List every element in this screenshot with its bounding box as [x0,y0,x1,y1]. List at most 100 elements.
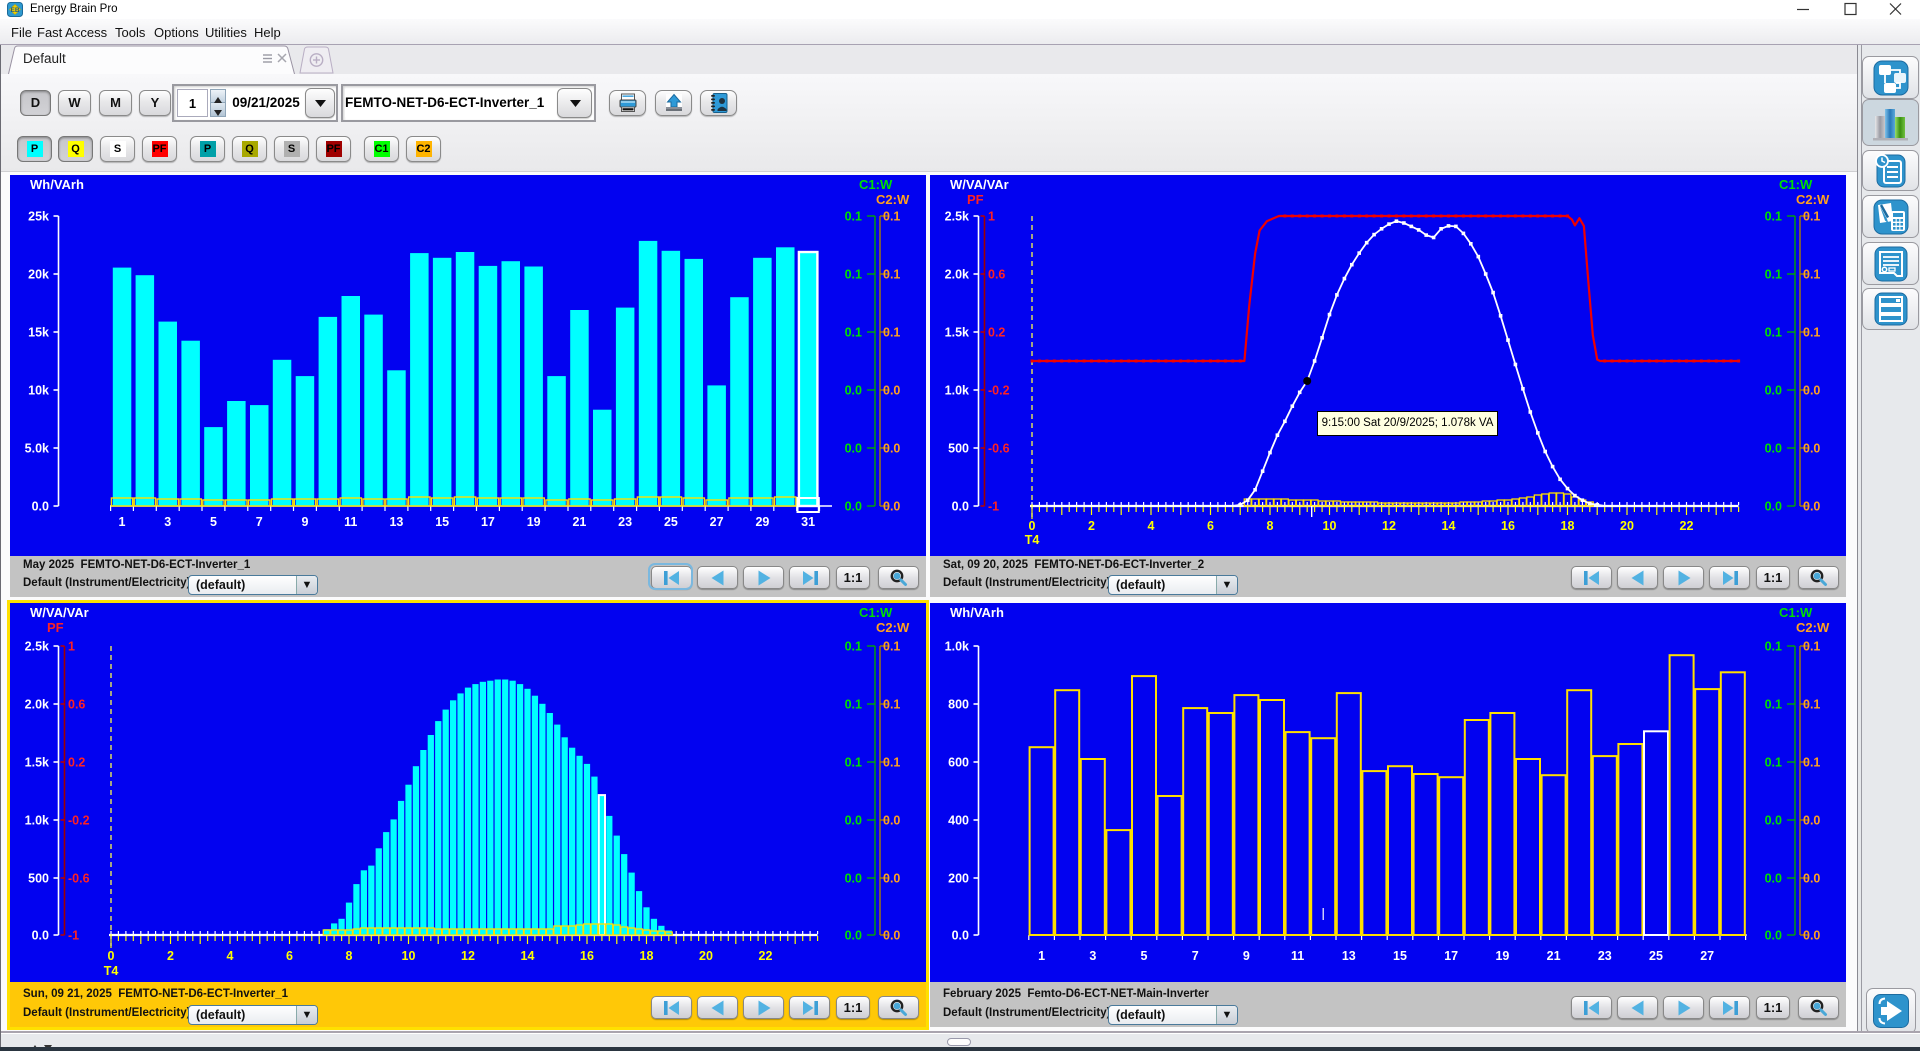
svg-text:17: 17 [481,515,495,529]
svg-text:11: 11 [344,515,357,529]
svg-text:0.1: 0.1 [883,326,900,340]
svg-text:1: 1 [119,515,126,529]
svg-text:C2:W: C2:W [876,192,910,207]
svg-text:0.0: 0.0 [1803,814,1820,828]
svg-text:0.0: 0.0 [1803,442,1820,456]
svg-text:0.0: 0.0 [845,500,862,514]
svg-text:0.0: 0.0 [1765,929,1782,943]
svg-text:25: 25 [664,515,678,529]
svg-text:1.5k: 1.5k [945,326,969,340]
svg-text:5: 5 [210,515,217,529]
svg-text:10k: 10k [28,384,49,398]
svg-text:0.0: 0.0 [1803,872,1820,886]
svg-text:10: 10 [402,949,416,963]
svg-text:C1:W: C1:W [859,177,893,192]
svg-text:600: 600 [948,756,969,770]
svg-text:T4: T4 [1025,533,1040,547]
svg-text:14: 14 [1442,519,1456,533]
svg-text:14: 14 [521,949,535,963]
svg-text:20: 20 [699,949,713,963]
svg-text:0.1: 0.1 [1765,210,1782,224]
svg-text:0.0: 0.0 [32,929,49,943]
svg-text:0.6: 0.6 [68,698,85,712]
svg-text:W/VA/VAr: W/VA/VAr [950,177,1009,192]
svg-text:-0.6: -0.6 [68,872,90,886]
svg-text:0.6: 0.6 [988,268,1005,282]
svg-text:19: 19 [527,515,541,529]
svg-text:1.0k: 1.0k [945,384,969,398]
svg-text:C2:W: C2:W [1796,192,1830,207]
svg-text:15k: 15k [28,326,49,340]
svg-text:0.0: 0.0 [1765,872,1782,886]
svg-text:8: 8 [346,949,353,963]
svg-text:16: 16 [1501,519,1515,533]
svg-text:0.1: 0.1 [1765,640,1782,654]
svg-text:C1:W: C1:W [1779,605,1813,620]
svg-text:4: 4 [1148,519,1155,533]
svg-text:0.1: 0.1 [883,756,900,770]
svg-text:0.1: 0.1 [845,698,862,712]
svg-text:17: 17 [1444,949,1458,963]
svg-text:6: 6 [1207,519,1214,533]
svg-text:13: 13 [1342,949,1356,963]
svg-text:W/VA/VAr: W/VA/VAr [30,605,89,620]
svg-text:20k: 20k [28,268,49,282]
svg-text:-1: -1 [68,929,79,943]
svg-text:2: 2 [1088,519,1095,533]
svg-text:0.0: 0.0 [952,929,969,943]
svg-text:0.0: 0.0 [883,929,900,943]
svg-text:18: 18 [640,949,654,963]
svg-text:21: 21 [572,515,586,529]
svg-text:0.1: 0.1 [1765,326,1782,340]
svg-text:0.0: 0.0 [1765,814,1782,828]
svg-text:-0.2: -0.2 [68,814,90,828]
svg-text:0.0: 0.0 [845,384,862,398]
svg-text:23: 23 [1598,949,1612,963]
svg-text:0.1: 0.1 [1803,698,1820,712]
svg-text:0.0: 0.0 [1803,500,1820,514]
svg-text:C1:W: C1:W [1779,177,1813,192]
svg-text:0.0: 0.0 [845,442,862,456]
svg-text:0: 0 [1029,519,1036,533]
svg-text:1.0k: 1.0k [945,640,969,654]
svg-text:31: 31 [801,515,815,529]
svg-text:0.1: 0.1 [845,640,862,654]
svg-text:22: 22 [759,949,773,963]
svg-text:5: 5 [1141,949,1148,963]
svg-text:-0.6: -0.6 [988,442,1010,456]
svg-text:9: 9 [302,515,309,529]
svg-text:3: 3 [164,515,171,529]
svg-text:13: 13 [389,515,403,529]
svg-text:0.1: 0.1 [845,210,862,224]
svg-text:1: 1 [1038,949,1045,963]
svg-text:15: 15 [435,515,449,529]
svg-text:11: 11 [1291,949,1304,963]
svg-text:25k: 25k [28,210,49,224]
svg-text:0.2: 0.2 [988,326,1005,340]
svg-text:Wh/VArh: Wh/VArh [950,605,1004,620]
svg-text:C2:W: C2:W [1796,620,1830,635]
svg-text:27: 27 [710,515,724,529]
svg-text:0.0: 0.0 [32,500,49,514]
svg-text:2.5k: 2.5k [25,640,49,654]
svg-text:0.1: 0.1 [1803,756,1820,770]
svg-text:0.1: 0.1 [1765,268,1782,282]
svg-text:1.0k: 1.0k [25,814,49,828]
svg-text:400: 400 [948,814,969,828]
svg-text:EB: EB [10,7,19,14]
svg-text:0.0: 0.0 [1765,384,1782,398]
svg-text:0.2: 0.2 [68,756,85,770]
svg-text:0.0: 0.0 [1803,384,1820,398]
svg-text:0.1: 0.1 [1803,210,1820,224]
svg-text:0.1: 0.1 [1765,756,1782,770]
svg-text:0.1: 0.1 [845,756,862,770]
svg-text:25: 25 [1649,949,1663,963]
svg-text:T4: T4 [104,964,119,978]
svg-text:0.1: 0.1 [1803,268,1820,282]
svg-text:0.1: 0.1 [1803,326,1820,340]
svg-text:15: 15 [1393,949,1407,963]
svg-text:12: 12 [461,949,475,963]
svg-text:0.0: 0.0 [845,929,862,943]
svg-text:2.0k: 2.0k [945,268,969,282]
svg-text:0.0: 0.0 [845,814,862,828]
